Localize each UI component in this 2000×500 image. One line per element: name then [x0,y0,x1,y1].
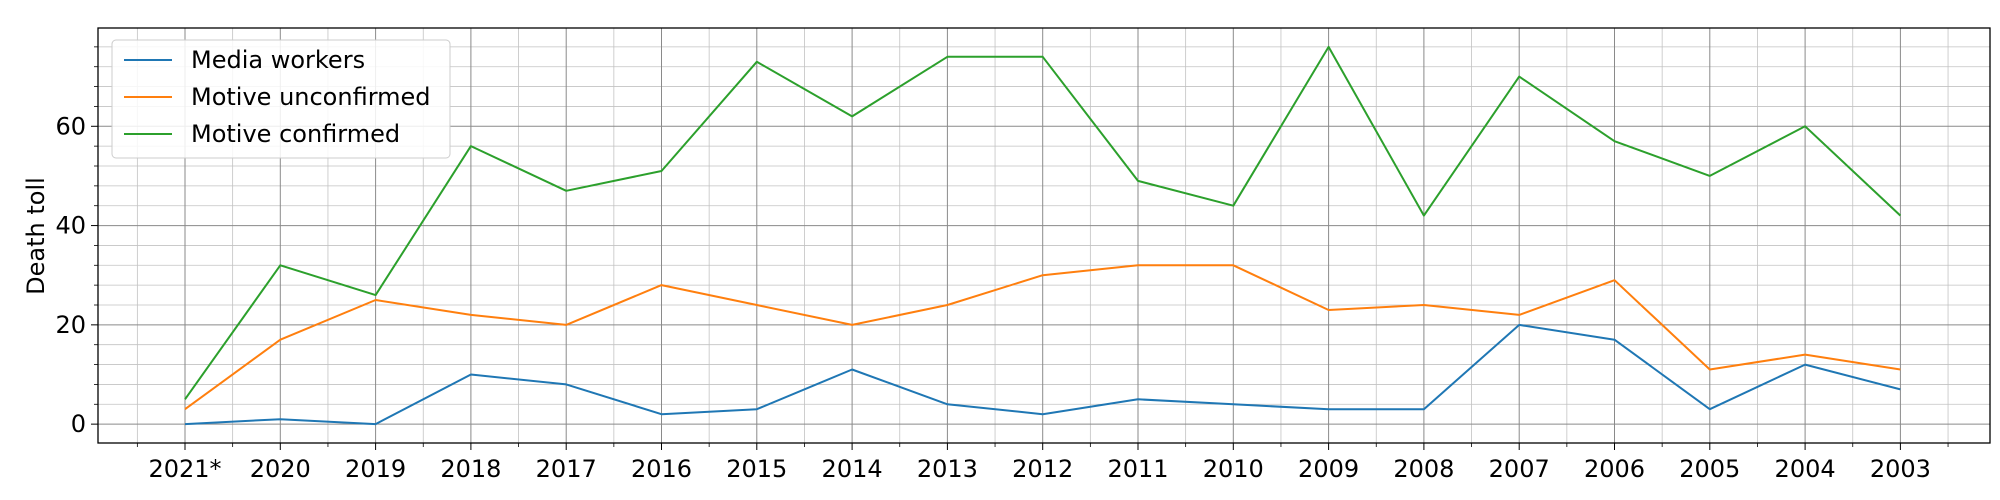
y-tick-label: 40 [55,212,86,240]
y-tick-label: 20 [55,311,86,339]
x-tick-label: 2005 [1679,455,1740,483]
x-tick-label: 2010 [1203,455,1264,483]
series-line-media-workers [184,323,1901,426]
x-tick-label: 2017 [536,455,597,483]
x-tick-label: 2014 [822,455,883,483]
legend-box [111,39,451,159]
x-tick-label: 2008 [1393,455,1454,483]
legend-label: Motive confirmed [191,120,400,148]
x-tick-label: 2012 [1012,455,1073,483]
legend: Media workers Motive unconfirmed Motive co… [111,39,451,159]
legend-label: Media workers [191,46,365,74]
x-tick-label: 2013 [917,455,978,483]
x-tick-label: 2003 [1870,455,1931,483]
x-tick-label: 2006 [1584,455,1645,483]
x-tick-label: 2009 [1298,455,1359,483]
y-tick-label: 0 [71,410,86,438]
x-tick-label: 2016 [631,455,692,483]
axis-ticks: 2021* 2020 2019 2018 2017 2016 2015 2014 2013 201… [55,46,1949,483]
series-line-motive-confirmed [184,45,1902,400]
x-tick-label: 2015 [726,455,787,483]
x-tick-label: 2011 [1107,455,1168,483]
x-tick-label: 2004 [1775,455,1836,483]
x-tick-label: 2020 [250,455,311,483]
x-tick-label: 2018 [440,455,501,483]
series-line-motive-unconfirmed [184,264,1901,411]
y-tick-label: 60 [55,112,86,140]
legend-label: Motive unconfirmed [191,83,431,111]
y-axis-label: Death toll [22,177,50,295]
x-tick-label: 2021* [148,455,221,483]
x-tick-label: 2019 [345,455,406,483]
x-tick-label: 2007 [1489,455,1550,483]
plot-frame [97,27,1991,444]
series-lines [184,45,1902,426]
